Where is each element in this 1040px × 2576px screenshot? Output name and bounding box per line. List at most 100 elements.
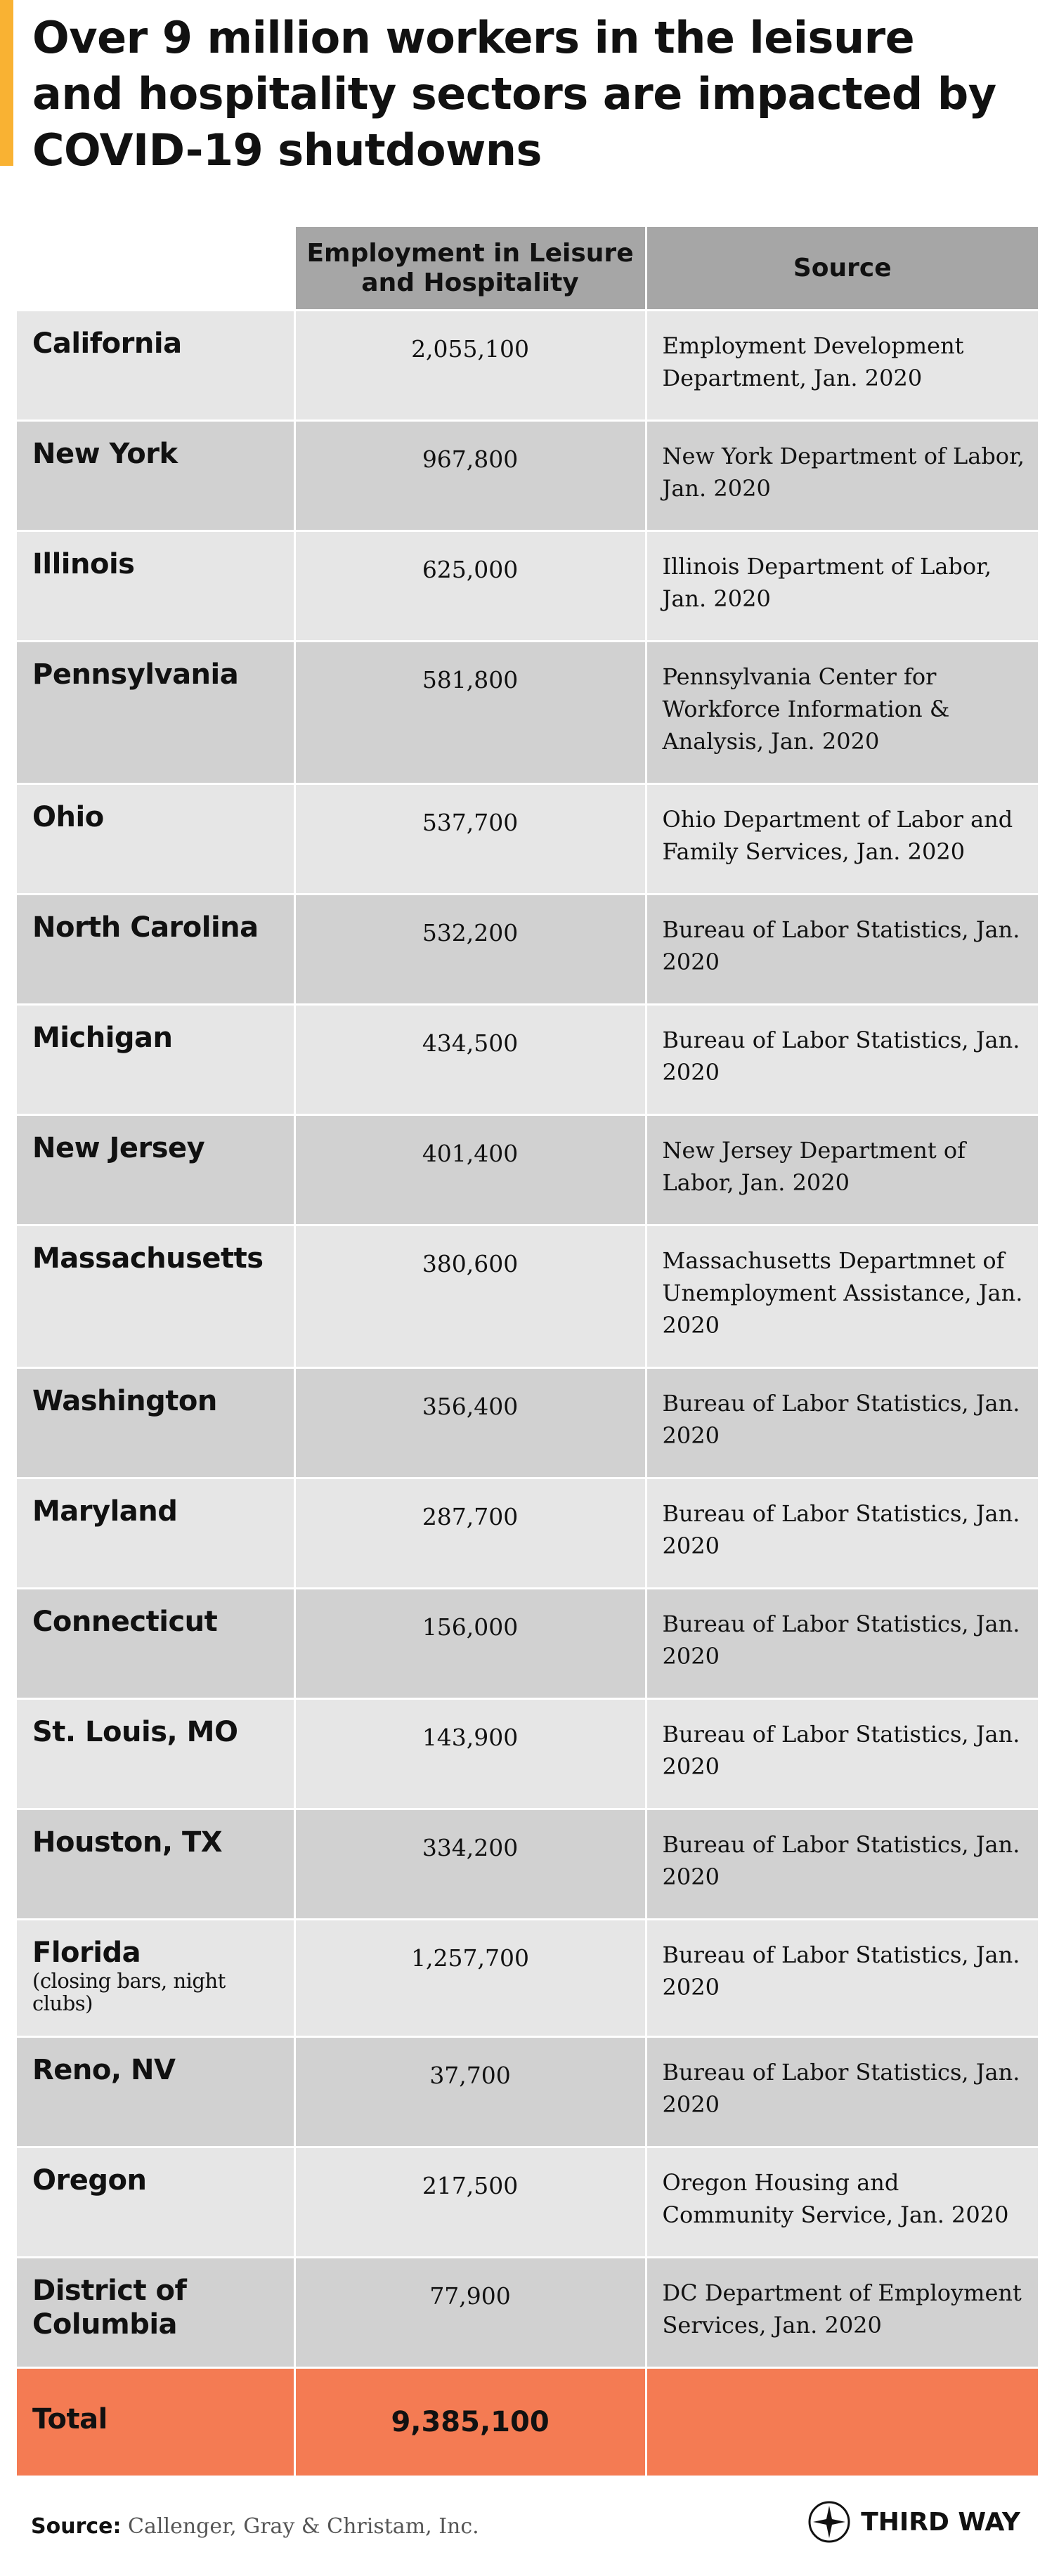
place-cell: Washington [17,1369,294,1477]
place-name: Houston, TX [32,1826,223,1859]
place-cell: North Carolina [17,895,294,1003]
total-label: Total [17,2369,294,2476]
employment-cell: 37,700 [295,2038,645,2146]
place-name: Oregon [32,2164,147,2197]
footer-source: Source: Callenger, Gray & Christam, Inc. [31,2514,479,2539]
table-row: New York 967,800 New York Department of La… [17,422,1038,530]
logo: THIRD WAY [807,2500,1020,2544]
source-cell: Bureau of Labor Statistics, Jan. 2020 [646,1920,1038,2036]
place-name: New Jersey [32,1132,205,1164]
title: Over 9 million workers in the leisure an… [32,12,996,176]
place-name: Florida [32,1937,141,1969]
total-blank [646,2369,1038,2476]
place-name: Ohio [32,801,104,833]
column-header: Employment in Leisure and Hospitality [295,227,645,309]
place-cell: Maryland [17,1479,294,1587]
place-cell: Illinois [17,532,294,640]
table-row: New Jersey 401,400 New Jersey Department o… [17,1116,1038,1224]
employment-cell: 217,500 [295,2148,645,2256]
table-row: California 2,055,100 Employment Developmen… [17,311,1038,419]
place-cell: New York [17,422,294,530]
source-cell: Bureau of Labor Statistics, Jan. 2020 [646,1369,1038,1477]
place-name: Illinois [32,548,135,580]
place-name: Pennsylvania [32,658,239,691]
header-row: Employment in Leisure and Hospitality So… [17,227,1038,309]
place-name: District of Columbia [32,2275,187,2341]
source-cell: Employment Development Department, Jan. … [646,311,1038,419]
place-name: North Carolina [32,911,259,944]
employment-cell: 532,200 [295,895,645,1003]
employment-cell: 334,200 [295,1810,645,1918]
place-cell: Massachusetts [17,1226,294,1367]
employment-cell: 380,600 [295,1226,645,1367]
source-cell: New Jersey Department of Labor, Jan. 202… [646,1116,1038,1224]
source-cell: Massachusetts Departmnet of Unemployment… [646,1226,1038,1367]
source-cell: Bureau of Labor Statistics, Jan. 2020 [646,1006,1038,1114]
table-row: Maryland 287,700 Bureau of Labor Statistic… [17,1479,1038,1587]
table-row: Pennsylvania 581,800 Pennsylvania Center f… [17,642,1038,783]
place-name: Michigan [32,1022,173,1054]
source-cell: New York Department of Labor, Jan. 2020 [646,422,1038,530]
place-cell: Houston, TX [17,1810,294,1918]
place-name: Washington [32,1385,217,1417]
source-cell: Bureau of Labor Statistics, Jan. 2020 [646,1589,1038,1698]
place-cell: Pennsylvania [17,642,294,783]
source-cell: Oregon Housing and Community Service, Ja… [646,2148,1038,2256]
place-cell: Ohio [17,785,294,893]
source-cell: Bureau of Labor Statistics, Jan. 2020 [646,1479,1038,1587]
employment-cell: 537,700 [295,785,645,893]
place-name: New York [32,438,178,470]
place-name: Massachusetts [32,1242,264,1275]
source-text: Callenger, Gray & Christam, Inc. [128,2514,479,2539]
employment-cell: 625,000 [295,532,645,640]
place-cell: California [17,311,294,419]
table-row: Washington 356,400 Bureau of Labor Statist… [17,1369,1038,1477]
place-cell: Reno, NV [17,2038,294,2146]
source-cell: Bureau of Labor Statistics, Jan. 2020 [646,895,1038,1003]
source-cell: Illinois Department of Labor, Jan. 2020 [646,532,1038,640]
employment-cell: 434,500 [295,1006,645,1114]
table-row: Illinois 625,000 Illinois Department of La… [17,532,1038,640]
total-value: 9,385,100 [295,2369,645,2476]
employment-cell: 581,800 [295,642,645,783]
table-row: Connecticut 156,000 Bureau of Labor Statis… [17,1589,1038,1698]
table-row: Ohio 537,700 Ohio Department of Labor and … [17,785,1038,893]
place-name: Maryland [32,1495,178,1528]
data-table: Employment in Leisure and Hospitality So… [15,225,1040,2478]
place-note: (closing bars, night clubs) [32,1969,226,2015]
place-cell: District of Columbia [17,2258,294,2367]
place-cell: Florida (closing bars, night clubs) [17,1920,294,2036]
table-row: Florida (closing bars, night clubs) 1,257,… [17,1920,1038,2036]
employment-cell: 356,400 [295,1369,645,1477]
blank-header [17,227,294,309]
place-name: St. Louis, MO [32,1716,238,1748]
table-body: California 2,055,100 Employment Developmen… [17,311,1038,2476]
employment-cell: 1,257,700 [295,1920,645,2036]
source-cell: Bureau of Labor Statistics, Jan. 2020 [646,1700,1038,1808]
place-cell: New Jersey [17,1116,294,1224]
table-row: North Carolina 532,200 Bureau of Labor Sta… [17,895,1038,1003]
table-row: Oregon 217,500 Oregon Housing and Communit… [17,2148,1038,2256]
employment-cell: 143,900 [295,1700,645,1808]
logo-icon [808,2501,850,2543]
employment-cell: 967,800 [295,422,645,530]
place-cell: Connecticut [17,1589,294,1698]
table-row: Reno, NV 37,700 Bureau of Labor Statistics… [17,2038,1038,2146]
table-row: St. Louis, MO 143,900 Bureau of Labor Stat… [17,1700,1038,1808]
column-header: Source [646,227,1038,309]
source-label: Source: [31,2514,122,2539]
source-cell: Bureau of Labor Statistics, Jan. 2020 [646,2038,1038,2146]
place-name: Reno, NV [32,2054,176,2086]
employment-cell: 401,400 [295,1116,645,1224]
employment-cell: 77,900 [295,2258,645,2367]
table-row: Massachusetts 380,600 Massachusetts Depart… [17,1226,1038,1367]
source-cell: DC Department of Employment Services, Ja… [646,2258,1038,2367]
source-cell: Pennsylvania Center for Workforce Inform… [646,642,1038,783]
place-cell: Michigan [17,1006,294,1114]
source-cell: Bureau of Labor Statistics, Jan. 2020 [646,1810,1038,1918]
logo-text: THIRD WAY [861,2507,1020,2537]
employment-cell: 2,055,100 [295,311,645,419]
employment-cell: 287,700 [295,1479,645,1587]
table-row: Michigan 434,500 Bureau of Labor Statistic… [17,1006,1038,1114]
